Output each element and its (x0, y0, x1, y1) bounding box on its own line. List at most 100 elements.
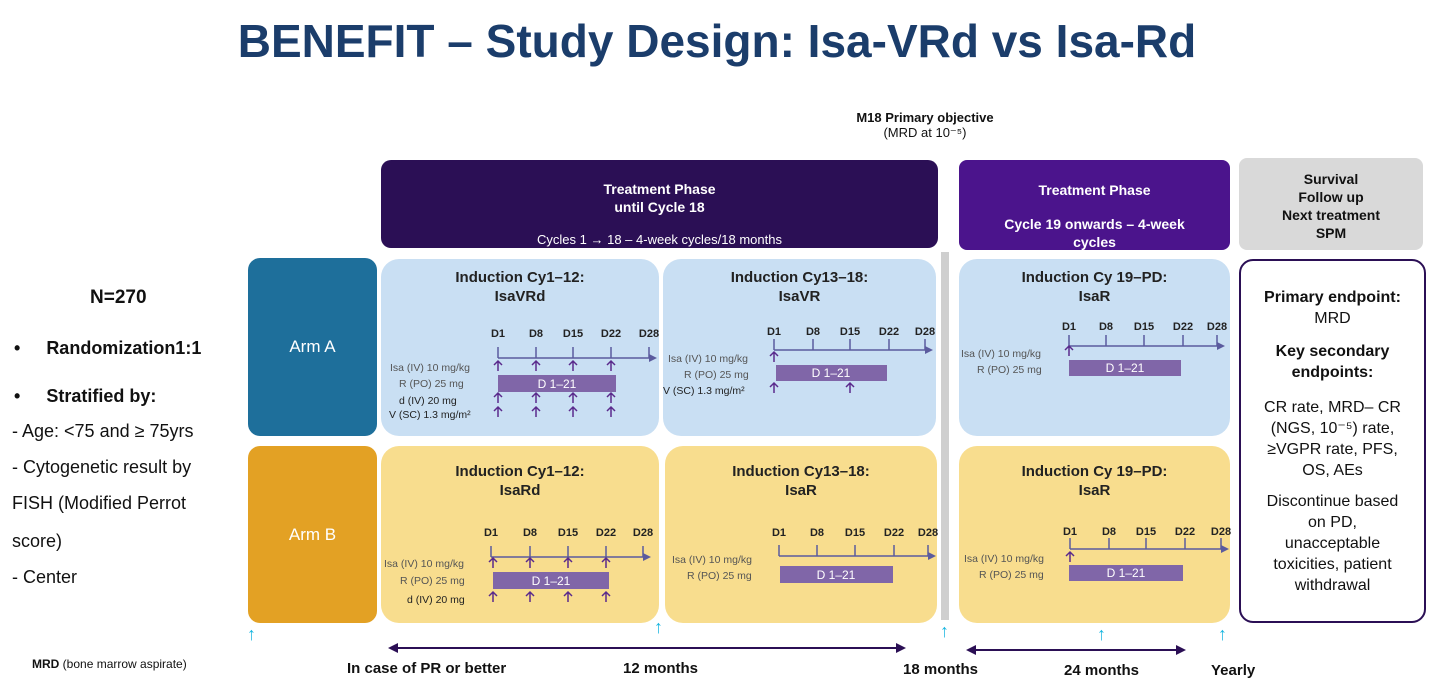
dose-arrow-icon (488, 590, 498, 602)
r-label: R (PO) 25 mg (687, 570, 752, 582)
randomization-item: • Randomization1:1 (14, 338, 202, 358)
dose-arrows (493, 359, 616, 417)
isa-label: Isa (IV) 10 mg/kg (964, 553, 1044, 565)
lenalidomide-bar (776, 365, 887, 381)
day-label: D1 (491, 328, 505, 340)
r-label: R (PO) 25 mg (400, 575, 465, 587)
mrd-arrow-icon: ↑ (940, 621, 949, 641)
panel-arm-b-cycle-19-pd: Induction Cy 19–PD: IsaR D1 D8 D15 D22 D28 Is… (959, 446, 1231, 623)
mrd-legend-bold: MRD (32, 657, 60, 671)
day-label: D15 (845, 527, 865, 539)
dose-arrow-icon (531, 405, 541, 417)
phase1-line1: Treatment Phase (603, 181, 716, 197)
dose-arrow-icon (525, 590, 535, 602)
day-label: D8 (1099, 321, 1113, 333)
day-label: D22 (601, 328, 621, 340)
day-label: D22 (596, 527, 616, 539)
schedule-b1: D1 D8 D15 D22 D28 Isa (IV) 10 mg/kg R (PO) 2… (384, 527, 653, 606)
yearly-label: Yearly (1211, 662, 1256, 679)
mrd-arrow-icon: ↑ (1097, 624, 1106, 644)
r-label: R (PO) 25 mg (977, 364, 1042, 376)
dose-arrow-icon (525, 556, 535, 568)
stratified-text: Stratified by: (46, 386, 157, 406)
dose-arrow-icon (493, 391, 503, 403)
day-label: D28 (1207, 321, 1227, 333)
dose-arrow-icon (531, 359, 541, 371)
primary-endpoint-heading: Primary endpoint: (1264, 289, 1401, 306)
day-ticks: D1 D8 D15 D22 D28 (484, 527, 653, 557)
stratified-item: • Stratified by: (14, 386, 157, 406)
dose-arrow-icon (568, 359, 578, 371)
survival-line: SPM (1315, 225, 1347, 241)
lenalidomide-bar (1069, 565, 1183, 581)
survival-follow-up-box: Survival Follow up Next treatment SPM (1239, 158, 1423, 250)
dose-arrow-icon (568, 405, 578, 417)
lenalidomide-bar (1069, 360, 1181, 376)
page-title: BENEFIT – Study Design: Isa-VRd vs Isa-R… (237, 15, 1197, 67)
day-ticks: D1 D8 D15 D22 D28 (1062, 321, 1227, 346)
phase1-cycles: Cycles 1 → 18 – 4-week cycles/18 months (537, 232, 782, 247)
discontinue-4: toxicities, patient (1273, 556, 1392, 573)
arm-a-label: Arm A (248, 258, 377, 436)
schedule-a3: D1 D8 D15 D22 D28 Isa (IV) 10 mg/kg R (PO) 2… (961, 321, 1227, 376)
day-label: D22 (884, 527, 904, 539)
dose-arrow-icon (493, 405, 503, 417)
primary-objective-label: M18 Primary objective (MRD at 10⁻⁵) (820, 110, 1030, 141)
day-label: D1 (767, 326, 781, 338)
phase2-line2: Cycle 19 onwards – 4-week (1004, 216, 1185, 232)
dose-arrow-icon (493, 359, 503, 371)
panel-title: Induction Cy1–12: IsaVRd (455, 269, 585, 305)
mrd-arrow-icon: ↑ (654, 617, 663, 637)
strat-age: - Age: <75 and ≥ 75yrs (12, 421, 194, 441)
panel-arm-b-cycles-1-12: Induction Cy1–12: IsaRd D1 D8 D15 D22 D28 Isa… (381, 446, 659, 623)
day-label: D15 (1134, 321, 1154, 333)
strat-cyto-2: FISH (Modified Perrot (12, 493, 187, 513)
dose-arrow-icon (601, 556, 611, 568)
mrd-arrow-icon: ↑ (1218, 624, 1227, 644)
bar-label: D 1–21 (1107, 566, 1146, 580)
sample-size: N=270 (90, 287, 147, 308)
dose-arrows-v (769, 381, 855, 393)
twelve-months-label: 12 months (623, 660, 699, 677)
day-label: D8 (806, 326, 820, 338)
bar-label: D 1–21 (1106, 361, 1145, 375)
secondary-4: OS, AEs (1302, 462, 1363, 479)
day-ticks: D1 D8 D15 D22 D28 (772, 527, 938, 556)
panel-arm-a-cycle-19-pd: Induction Cy 19–PD: IsaR D1 D8 D15 D22 D28 Is… (959, 259, 1230, 436)
day-label: D1 (772, 527, 786, 539)
day-label: D8 (523, 527, 537, 539)
treatment-phase-2-header: Treatment Phase Cycle 19 onwards – 4-wee… (959, 160, 1230, 250)
bar-label: D 1–21 (532, 574, 571, 588)
dose-arrow-icon (568, 391, 578, 403)
panel-title: Induction Cy1–12: IsaRd (455, 463, 585, 499)
day-ticks: D1 D8 D15 D22 D28 (491, 328, 659, 358)
endpoints-box: Primary endpoint: MRD Key secondary endp… (1239, 259, 1426, 623)
day-label: D1 (1062, 321, 1076, 333)
eighteen-months-label: 18 months (903, 661, 979, 678)
isa-label: Isa (IV) 10 mg/kg (672, 554, 752, 566)
panel-title: Induction Cy 19–PD: IsaR (1021, 463, 1168, 499)
arm-b-label: Arm B (248, 446, 377, 623)
day-label: D1 (484, 527, 498, 539)
v-label: V (SC) 1.3 mg/m² (389, 409, 471, 421)
lenalidomide-bar (780, 566, 893, 583)
bar-label: D 1–21 (817, 568, 856, 582)
panel-title: Induction Cy13–18: IsaVR (730, 269, 869, 305)
isa-label: Isa (IV) 10 mg/kg (961, 348, 1041, 360)
pr-or-better-label: In case of PR or better (347, 660, 507, 677)
r-label: R (PO) 25 mg (399, 378, 464, 390)
day-label: D28 (918, 527, 938, 539)
day-label: D22 (1173, 321, 1193, 333)
discontinue-2: on PD, (1308, 514, 1357, 531)
schedule-a2: D1 D8 D15 D22 D28 Isa (IV) 10 mg/kg R (PO) 2… (663, 326, 935, 397)
phase2-line1: Treatment Phase (1038, 182, 1151, 198)
dose-arrow-icon (488, 556, 498, 568)
r-label: R (PO) 25 mg (979, 569, 1044, 581)
dose-arrow-icon (531, 391, 541, 403)
day-label: D15 (563, 328, 583, 340)
strat-center: - Center (12, 567, 78, 587)
bar-label: D 1–21 (538, 377, 577, 391)
panel-title: Induction Cy 19–PD: IsaR (1021, 269, 1168, 305)
day-label: D22 (1175, 526, 1195, 538)
